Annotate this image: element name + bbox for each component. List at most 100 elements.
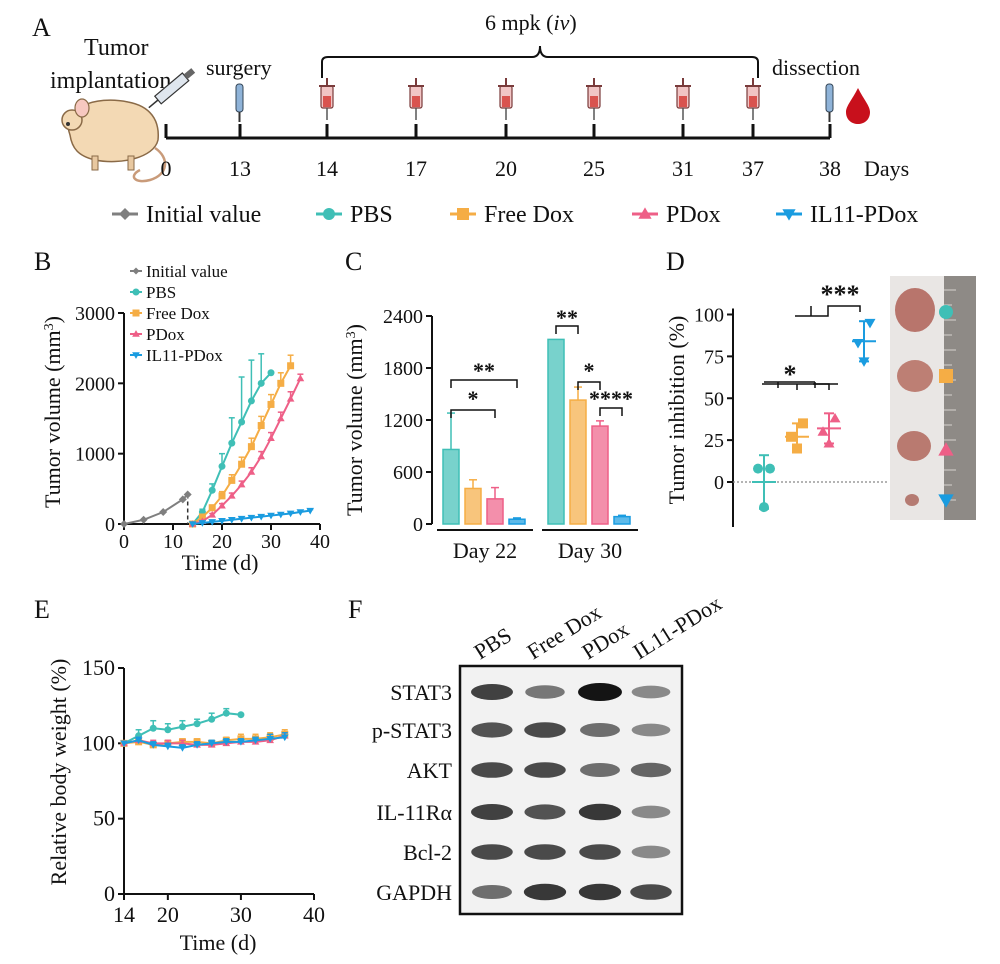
series-pbs <box>189 353 275 528</box>
legend-entry: Free Dox <box>450 202 574 228</box>
y-tick-label: 50 <box>93 806 115 831</box>
legend-marker <box>638 207 652 219</box>
data-point <box>792 443 802 454</box>
timeline-days-unit: Days <box>864 156 909 181</box>
blot-band <box>631 805 671 819</box>
x-tick-label: 10 <box>163 531 183 553</box>
x-tick-label: 20 <box>157 902 179 927</box>
day-label: 31 <box>672 156 694 181</box>
series-pdox <box>188 373 305 527</box>
panel-c: C Tumor volume (mm3) 0 600 1200 1800 2400 Day… <box>342 247 638 563</box>
legend-entry: Initial value <box>112 202 261 228</box>
blot-band <box>524 762 566 778</box>
series-free-dox <box>189 354 295 528</box>
tumor-image <box>897 431 931 461</box>
blot-band <box>630 884 672 900</box>
data-point <box>188 521 197 528</box>
protein-label: IL-11Rα <box>377 800 453 825</box>
day-label: 0 <box>161 156 172 181</box>
bar <box>464 487 482 525</box>
legend-marker <box>132 288 140 296</box>
significance-label: ** <box>556 305 578 330</box>
x-tick-label: 30 <box>261 531 281 553</box>
panel-d-ylabel: Tumor inhibition (%) <box>664 316 689 505</box>
bar <box>486 498 504 525</box>
x-tick-label: 40 <box>303 902 325 927</box>
timeline-day-labels: 0 13 14 17 20 25 31 37 38 <box>161 156 842 181</box>
y-tick-label: 50 <box>704 388 724 410</box>
day-label: 13 <box>229 156 251 181</box>
y-tick-label: 3000 <box>75 303 115 325</box>
legend-entry: PDox <box>632 202 721 228</box>
y-tick-label: 2000 <box>75 373 115 395</box>
group-free-dox <box>785 418 809 454</box>
x-tick-label: 30 <box>230 902 252 927</box>
day-label: 38 <box>819 156 841 181</box>
data-point <box>277 379 285 387</box>
series-il11-pdox <box>120 732 289 752</box>
y-tick-label: 75 <box>704 346 724 368</box>
legend-label: PBS <box>146 283 176 302</box>
data-point <box>267 434 275 441</box>
protein-label: p-STAT3 <box>372 718 452 743</box>
data-point <box>238 460 246 468</box>
panel-b: B Tumor volume (mm3) Time (d) 0 10 20 30 400… <box>34 247 330 575</box>
y-tick-label: 1200 <box>383 410 423 432</box>
syringe-icon <box>586 78 602 120</box>
category-label: Day 22 <box>453 538 517 563</box>
data-point <box>183 490 192 499</box>
data-point <box>198 520 207 527</box>
data-point <box>247 514 256 522</box>
blot-band <box>631 845 671 859</box>
legend-label: Initial value <box>146 262 228 281</box>
tumor-image <box>895 288 935 332</box>
data-point <box>817 426 829 436</box>
blot-band <box>524 804 566 820</box>
legend-entry: PBS <box>316 202 393 228</box>
data-point <box>753 463 763 474</box>
data-point <box>858 357 870 367</box>
data-point <box>222 709 230 717</box>
significance-label: * <box>468 386 479 411</box>
syringe-icon <box>319 78 335 120</box>
data-point <box>266 736 275 743</box>
data-point <box>287 362 295 370</box>
legend-label: PBS <box>350 202 393 228</box>
data-point <box>149 742 158 749</box>
day-label: 37 <box>742 156 764 181</box>
panel-b-ylabel: Tumor volume (mm3) <box>40 316 65 508</box>
blot-band <box>631 723 671 737</box>
data-point <box>149 724 157 732</box>
panel-b-plot: 0 10 20 30 40 0 1000 2000 3000 <box>75 303 330 553</box>
data-point <box>139 515 148 524</box>
y-tick-label: 1800 <box>383 358 423 380</box>
y-tick-label: 100 <box>82 730 115 755</box>
legend-label: PDox <box>146 325 185 344</box>
timeline-left-label-line1: Tumor <box>84 35 148 61</box>
panel-e-ylabel: Relative body weight (%) <box>46 659 71 886</box>
data-point <box>286 394 295 402</box>
tumor-image <box>905 494 919 506</box>
syringe-icon <box>675 78 691 120</box>
data-point <box>251 737 260 745</box>
legend-marker <box>782 209 796 221</box>
blot-band <box>471 762 513 778</box>
data-point <box>237 515 246 523</box>
significance-label: **** <box>589 386 633 411</box>
blot-band <box>580 763 620 777</box>
data-point <box>276 414 285 422</box>
blot-band <box>578 803 622 821</box>
legend-label: IL11-PDox <box>146 346 223 365</box>
blot-band <box>523 883 567 901</box>
data-point <box>257 379 265 387</box>
panel-b-legend: Initial value PBS Free Dox PDox IL11-PDox <box>130 262 228 365</box>
blot-band <box>631 685 671 699</box>
significance-label: * <box>784 360 797 389</box>
x-tick-label: 14 <box>113 902 135 927</box>
photo-marker <box>938 494 954 508</box>
data-point <box>163 743 172 751</box>
data-point <box>257 452 266 460</box>
blood-drop-icon <box>846 88 870 124</box>
